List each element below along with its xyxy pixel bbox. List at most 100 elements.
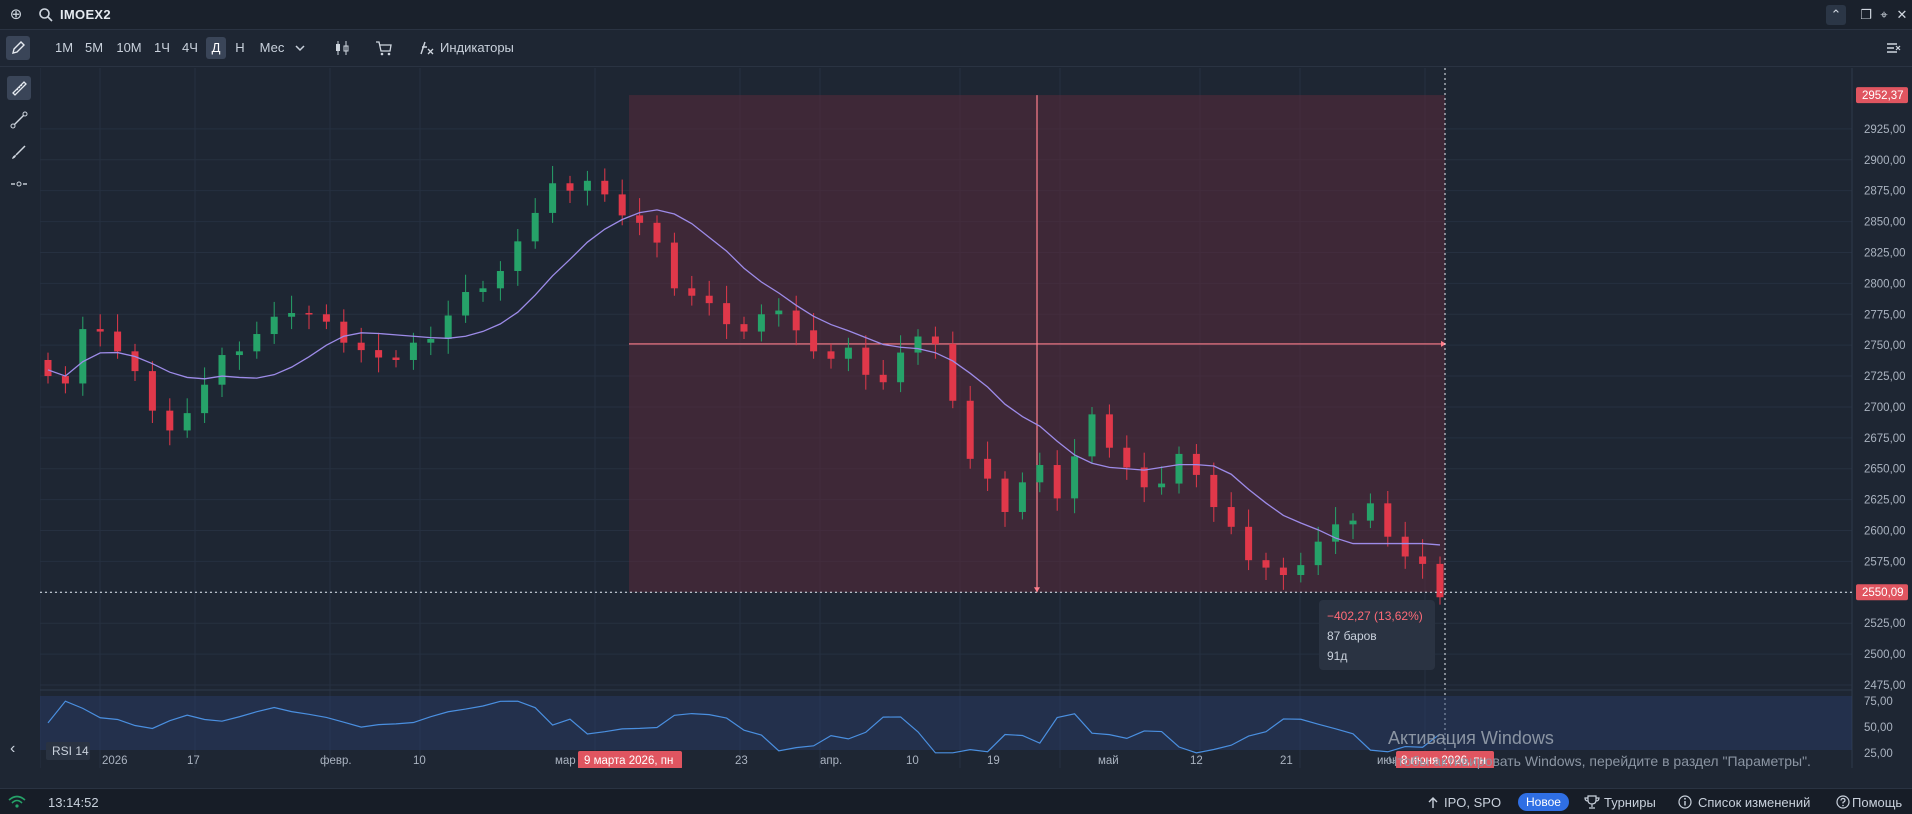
candle-body	[1105, 414, 1113, 448]
candle-body	[1123, 447, 1131, 468]
candle-body	[1053, 465, 1061, 499]
price-tick-label: 2800,00	[1864, 278, 1906, 290]
candle-body	[844, 347, 852, 359]
collapse-up-icon[interactable]: ⌃	[1826, 5, 1846, 25]
timeframe-month[interactable]: Мес	[259, 40, 285, 55]
timeframe-1m[interactable]: 1М	[54, 40, 74, 55]
chevron-down-icon[interactable]	[294, 42, 306, 54]
timeframe-1h[interactable]: 1Ч	[154, 40, 170, 55]
candles-type-icon[interactable]	[332, 38, 352, 58]
timeframe-4h[interactable]: 4Ч	[182, 40, 198, 55]
cart-icon[interactable]	[374, 38, 394, 58]
candle-body	[1018, 482, 1026, 512]
timeframe-10m[interactable]: 10М	[116, 40, 142, 55]
candle	[462, 274, 470, 323]
time-tick-label: май	[1098, 755, 1119, 767]
candle	[757, 304, 765, 342]
price-tick-label: 2750,00	[1864, 340, 1906, 352]
candle	[427, 326, 435, 356]
candle	[618, 179, 626, 226]
candle	[723, 285, 731, 339]
candle-body	[148, 371, 156, 411]
current-price-marker-label: 2550,09	[1862, 587, 1904, 599]
changelog-link[interactable]: Список изменений	[1698, 795, 1811, 810]
tournaments-link[interactable]: Турниры	[1604, 795, 1656, 810]
timeframe-week[interactable]: Н	[235, 40, 245, 55]
price-tick-label: 2650,00	[1864, 464, 1906, 476]
time-tick-label: февр.	[320, 755, 352, 767]
price-axis: 2925,00 2900,00 2875,00 2850,00 2825,00 2800,…	[1864, 124, 1906, 692]
ipo-spo-link[interactable]: IPO, SPO	[1444, 795, 1502, 810]
candle-body	[775, 310, 783, 315]
price-tick-label: 2850,00	[1864, 217, 1906, 229]
candle-body	[897, 352, 905, 383]
candle	[1401, 521, 1409, 569]
chart-area[interactable]: 2925,00 2900,00 2875,00 2850,00 2825,00 2800,…	[6, 68, 1912, 769]
candle-body	[1245, 526, 1253, 561]
candle	[1053, 450, 1061, 511]
collapse-left-icon[interactable]: ‹	[10, 740, 16, 757]
candle-body	[792, 310, 800, 331]
pin-icon[interactable]: ⌖	[1880, 7, 1888, 22]
candle	[984, 441, 992, 491]
candle-body	[810, 330, 818, 352]
hide-panel-icon[interactable]	[1884, 39, 1902, 57]
brush-tool[interactable]	[7, 140, 31, 164]
detach-window-icon[interactable]: ❐	[1860, 7, 1872, 22]
candle-body	[357, 342, 365, 351]
time-start-marker-label: 9 марта 2026, пн	[584, 755, 673, 767]
price-chart[interactable]: 2925,00 2900,00 2875,00 2850,00 2825,00 2800,…	[6, 68, 1912, 769]
candle	[601, 168, 609, 202]
trendline-tool[interactable]	[7, 108, 31, 132]
candle	[514, 228, 522, 286]
candle-body	[879, 374, 887, 383]
candle	[1314, 526, 1322, 576]
candle-body	[496, 271, 504, 289]
ruler-tool[interactable]	[7, 76, 31, 100]
candle	[288, 295, 296, 330]
candle-body	[305, 313, 313, 315]
candle-body	[636, 215, 644, 223]
candle-body	[1210, 474, 1218, 508]
candle	[1349, 513, 1357, 540]
rsi-label-box	[46, 742, 90, 760]
candle	[44, 352, 52, 384]
horizontal-ray-tool[interactable]	[7, 172, 31, 196]
timeframe-day[interactable]: Д	[206, 37, 226, 59]
draw-pencil-button[interactable]	[6, 36, 30, 60]
chart-toolbar: 1М 5М 10М 1Ч 4Ч Д Н Мес Индикаторы	[0, 30, 1912, 67]
price-tick-label: 2675,00	[1864, 433, 1906, 445]
candle	[810, 313, 818, 359]
candle	[131, 343, 139, 381]
close-icon[interactable]: ✕	[1896, 7, 1908, 22]
time-tick-label: 10	[906, 755, 919, 767]
time-end-marker	[1396, 751, 1494, 769]
ticker-symbol[interactable]: IMOEX2	[60, 7, 111, 22]
candle-body	[688, 288, 696, 296]
candle	[1297, 552, 1305, 583]
candle	[183, 398, 191, 438]
candle	[566, 175, 574, 204]
high-price-marker-label: 2952,37	[1862, 90, 1904, 102]
time-start-marker	[578, 751, 682, 769]
candle-body	[914, 336, 922, 353]
candle	[1001, 471, 1009, 527]
candle-body	[201, 384, 209, 414]
timeframe-5m[interactable]: 5М	[84, 40, 104, 55]
candle-body	[618, 194, 626, 216]
pencil-icon	[12, 41, 25, 54]
indicators-button[interactable]: Индикаторы	[440, 40, 514, 55]
add-tab-icon[interactable]: ⊕	[9, 6, 23, 23]
help-link[interactable]: Помощь	[1852, 795, 1903, 810]
candle-body	[1401, 536, 1409, 557]
candle-body	[1227, 507, 1235, 527]
price-tick-label: 2775,00	[1864, 309, 1906, 321]
time-tick-label: 2026	[102, 755, 128, 767]
new-badge[interactable]: Новое	[1518, 793, 1569, 811]
price-tick-label: 2500,00	[1864, 649, 1906, 661]
candle-body	[61, 376, 69, 384]
candle	[636, 198, 644, 236]
time-tick-label: мар	[555, 755, 576, 767]
candle	[1175, 446, 1183, 494]
search-icon[interactable]	[38, 7, 54, 23]
